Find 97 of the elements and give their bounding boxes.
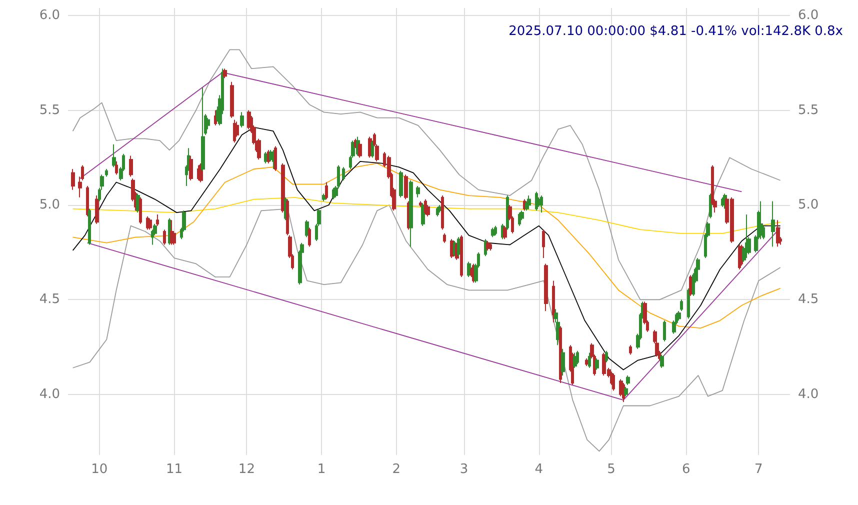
candlestick bbox=[404, 174, 408, 200]
candlestick bbox=[112, 144, 116, 168]
y2-tick-label: 4.5 bbox=[798, 292, 819, 308]
x-tick-label: 6 bbox=[682, 462, 690, 477]
candlestick bbox=[709, 193, 712, 219]
candlestick bbox=[595, 358, 599, 370]
candlestick bbox=[95, 195, 99, 224]
x-tick-label: 10 bbox=[91, 462, 108, 477]
line-series bbox=[72, 126, 781, 370]
line-series bbox=[72, 162, 781, 329]
candlestick bbox=[605, 350, 608, 363]
x-tick-label: 2 bbox=[392, 462, 401, 477]
candlestick bbox=[342, 166, 345, 181]
candlestick bbox=[663, 320, 666, 342]
candlestick bbox=[305, 220, 309, 238]
candlestick bbox=[88, 208, 91, 246]
candlestick bbox=[201, 87, 205, 172]
candlestick bbox=[105, 168, 108, 178]
y-tick-label: 6.0 bbox=[39, 8, 60, 24]
x-tick-label: 11 bbox=[166, 462, 183, 477]
x-tick-label: 1 bbox=[317, 462, 326, 477]
candlestick bbox=[680, 299, 683, 312]
candlestick bbox=[409, 180, 413, 248]
candlestick bbox=[286, 198, 289, 236]
candlestick bbox=[552, 280, 555, 323]
candlestick bbox=[612, 373, 615, 392]
text: 2025.07.10 00:00:00 $4.81 -0.41% vol:142.8K 0.8x bbox=[508, 24, 844, 39]
candlestick bbox=[129, 155, 133, 178]
x-tick-label: 12 bbox=[238, 462, 255, 477]
candlestick bbox=[626, 374, 630, 386]
candlestick bbox=[148, 218, 152, 230]
candlestick bbox=[274, 146, 277, 172]
y2-tick-label: 5.5 bbox=[798, 102, 819, 118]
candlestick bbox=[494, 225, 497, 236]
x-tick-label: 5 bbox=[607, 462, 616, 477]
candlestick bbox=[542, 229, 545, 259]
candlestick bbox=[503, 225, 507, 240]
candlestick bbox=[156, 214, 159, 226]
candlestick bbox=[443, 232, 446, 244]
candlestick bbox=[139, 196, 142, 224]
candlestick bbox=[467, 261, 471, 278]
y-tick-label: 4.0 bbox=[39, 386, 60, 402]
candlestick bbox=[687, 288, 690, 320]
candlestick bbox=[189, 155, 193, 181]
candlestick bbox=[71, 168, 75, 190]
candlestick bbox=[86, 186, 89, 217]
candlestick bbox=[489, 242, 492, 251]
candlestick bbox=[441, 195, 444, 230]
candlestick bbox=[281, 162, 285, 214]
y-tick-label: 5.5 bbox=[39, 102, 60, 118]
candlestick bbox=[163, 229, 166, 246]
x-tick-label: 7 bbox=[754, 462, 763, 477]
candlestick bbox=[518, 212, 521, 226]
candlestick bbox=[544, 263, 548, 312]
y2-tick-label: 5.0 bbox=[798, 197, 819, 212]
candlestick bbox=[325, 182, 328, 200]
candlestick bbox=[776, 220, 780, 248]
candlestick bbox=[588, 352, 591, 368]
candlestick bbox=[491, 227, 495, 238]
candlestick bbox=[576, 350, 579, 365]
x-tick-label: 3 bbox=[460, 462, 468, 477]
candlestick bbox=[214, 110, 217, 126]
candlestick bbox=[436, 206, 439, 217]
y2-tick-label: 6.0 bbox=[798, 8, 819, 24]
candlestick bbox=[535, 191, 538, 212]
candlestick bbox=[399, 170, 403, 198]
y-tick-label: 5.0 bbox=[39, 197, 60, 212]
candlestick bbox=[540, 195, 543, 214]
candlestick bbox=[358, 142, 362, 158]
candlestick bbox=[660, 354, 664, 368]
candlestick bbox=[223, 68, 227, 79]
candlestick bbox=[419, 200, 422, 208]
candlestick bbox=[677, 310, 681, 322]
line-series bbox=[72, 49, 781, 300]
candlestick bbox=[629, 344, 632, 356]
candlestick bbox=[759, 200, 763, 240]
candlestick bbox=[322, 193, 326, 202]
x-tick-label: 4 bbox=[534, 462, 544, 477]
candlestick bbox=[308, 227, 311, 248]
candlestick bbox=[771, 200, 775, 248]
candlestick bbox=[622, 382, 625, 402]
candlestick bbox=[527, 195, 531, 208]
candlestick bbox=[624, 386, 628, 397]
candlestick bbox=[421, 202, 425, 226]
y2-tick-label: 4.0 bbox=[798, 386, 819, 402]
candlestick bbox=[573, 352, 577, 368]
candlestick bbox=[561, 348, 565, 376]
y-tick-label: 4.5 bbox=[39, 292, 60, 308]
candlestick bbox=[416, 186, 420, 198]
candlestick bbox=[272, 150, 275, 170]
line-series bbox=[72, 196, 781, 234]
candlestick bbox=[745, 214, 748, 259]
line-series bbox=[72, 204, 781, 452]
candlestick bbox=[230, 81, 234, 118]
candlestick bbox=[115, 160, 118, 176]
candlestick bbox=[371, 140, 374, 158]
candlestick bbox=[240, 112, 244, 128]
